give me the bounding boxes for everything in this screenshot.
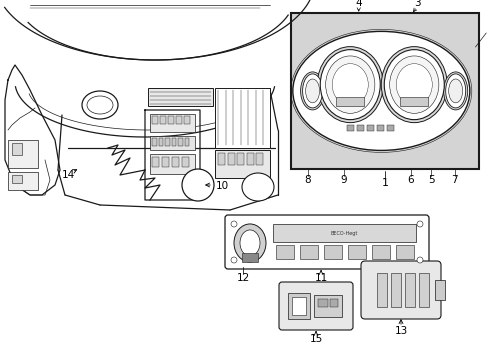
Bar [237, 153, 244, 165]
FancyBboxPatch shape [279, 282, 352, 330]
Bar [400, 97, 427, 106]
Text: 6: 6 [407, 175, 413, 185]
Bar [313, 295, 341, 317]
Bar [366, 125, 374, 131]
Text: BECO-Hegt: BECO-Hegt [330, 230, 357, 235]
Bar [299, 245, 317, 259]
Bar [215, 88, 269, 148]
Bar [390, 273, 400, 307]
Text: 5: 5 [427, 175, 434, 185]
Ellipse shape [395, 64, 431, 105]
Ellipse shape [389, 56, 438, 113]
Text: 9: 9 [340, 175, 346, 185]
Bar [172, 157, 179, 167]
Bar [8, 140, 38, 168]
Bar [357, 125, 364, 131]
Bar [8, 172, 38, 190]
Bar [12, 175, 22, 183]
Ellipse shape [384, 50, 444, 120]
Text: 13: 13 [393, 326, 407, 336]
Bar [336, 97, 364, 106]
Bar [290, 13, 478, 169]
Ellipse shape [300, 72, 324, 110]
Bar [150, 136, 195, 150]
Bar [215, 150, 269, 178]
Bar [395, 245, 413, 259]
Bar [275, 245, 293, 259]
Ellipse shape [240, 230, 260, 256]
Bar [182, 157, 189, 167]
Bar [160, 116, 165, 124]
Ellipse shape [305, 79, 319, 103]
Ellipse shape [325, 56, 374, 113]
FancyBboxPatch shape [224, 215, 428, 269]
Ellipse shape [320, 50, 380, 120]
Ellipse shape [230, 221, 237, 227]
Bar [158, 138, 163, 146]
Bar [218, 153, 224, 165]
Text: 11: 11 [314, 273, 327, 283]
Bar [287, 293, 309, 319]
Bar [329, 299, 337, 307]
Ellipse shape [182, 169, 214, 201]
Text: 3: 3 [413, 0, 420, 8]
Bar [291, 297, 305, 315]
Bar [242, 253, 258, 262]
Bar [164, 138, 169, 146]
Bar [434, 280, 444, 300]
Bar [317, 299, 327, 307]
Text: 15: 15 [309, 334, 322, 344]
Ellipse shape [416, 221, 422, 227]
Bar [376, 273, 386, 307]
Bar [386, 125, 394, 131]
Bar [162, 157, 169, 167]
Ellipse shape [443, 72, 467, 110]
Ellipse shape [82, 91, 118, 119]
Bar [418, 273, 428, 307]
Text: 12: 12 [236, 273, 249, 283]
Bar [152, 157, 159, 167]
Ellipse shape [302, 74, 322, 108]
Bar [150, 154, 195, 174]
Bar [371, 245, 389, 259]
Bar [152, 138, 156, 146]
Text: 14: 14 [61, 170, 75, 180]
Ellipse shape [292, 31, 469, 150]
Ellipse shape [381, 47, 447, 123]
Bar [150, 114, 195, 132]
Bar [152, 116, 158, 124]
Text: 8: 8 [304, 175, 310, 185]
Text: 7: 7 [450, 175, 457, 185]
Ellipse shape [317, 47, 383, 123]
Ellipse shape [234, 224, 265, 262]
Bar [168, 116, 174, 124]
Text: 2: 2 [486, 26, 488, 36]
FancyBboxPatch shape [360, 261, 440, 319]
Bar [404, 273, 414, 307]
Ellipse shape [230, 257, 237, 263]
Bar [12, 143, 22, 155]
Bar [377, 125, 384, 131]
Bar [346, 125, 354, 131]
Text: 10: 10 [215, 181, 228, 191]
Ellipse shape [416, 257, 422, 263]
Bar [171, 138, 176, 146]
Bar [272, 224, 415, 242]
Bar [178, 138, 182, 146]
Bar [183, 116, 190, 124]
Ellipse shape [242, 173, 273, 201]
Ellipse shape [445, 74, 465, 108]
Text: 1: 1 [381, 178, 388, 188]
Text: 4: 4 [355, 0, 361, 8]
Bar [176, 116, 182, 124]
Bar [324, 245, 341, 259]
Bar [148, 88, 213, 106]
Ellipse shape [448, 79, 462, 103]
Bar [246, 153, 253, 165]
Bar [184, 138, 189, 146]
Bar [347, 245, 365, 259]
Ellipse shape [331, 64, 367, 105]
Bar [256, 153, 263, 165]
Bar [227, 153, 234, 165]
